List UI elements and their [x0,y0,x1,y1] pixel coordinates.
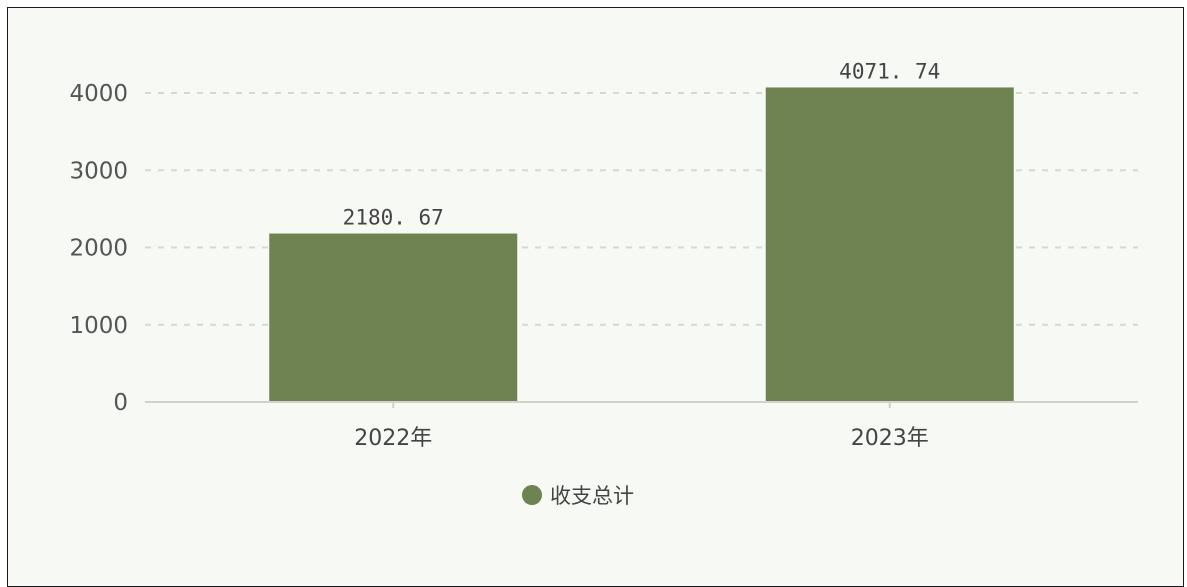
x-tick-label: 2023年 [851,426,929,451]
x-axis-ticks: 2022年 2023年 [354,402,929,451]
y-tick-label: 0 [113,390,128,416]
y-tick-label: 3000 [69,158,128,184]
y-axis-ticks: 0 1000 2000 3000 4000 [69,81,128,416]
legend-marker-icon [522,485,542,505]
data-label: 4071. 74 [839,59,940,83]
y-tick-label: 1000 [69,313,128,339]
bar-chart: 0 1000 2000 3000 4000 2180. 67 4071. 74 2022年… [0,0,1187,574]
x-tick-label: 2022年 [354,426,432,451]
y-tick-label: 2000 [69,236,128,262]
bar[interactable] [269,234,517,402]
bars [269,87,1014,402]
legend[interactable]: 收支总计 [522,484,634,508]
legend-label: 收支总计 [550,484,634,508]
bar[interactable] [766,87,1014,402]
data-label: 2180. 67 [343,206,444,230]
y-tick-label: 4000 [69,81,128,107]
